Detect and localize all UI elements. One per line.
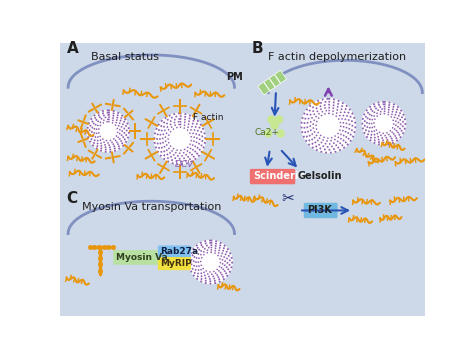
Text: DCV: DCV xyxy=(174,160,194,169)
Circle shape xyxy=(267,116,275,124)
Text: PI3K: PI3K xyxy=(307,205,332,215)
Text: A: A xyxy=(66,42,78,56)
Text: F actin depolymerization: F actin depolymerization xyxy=(268,51,407,61)
Circle shape xyxy=(275,116,283,124)
Text: C: C xyxy=(66,191,78,206)
Text: F actin: F actin xyxy=(193,113,223,122)
Circle shape xyxy=(277,130,284,137)
Text: ✂: ✂ xyxy=(281,191,294,206)
Circle shape xyxy=(155,114,205,164)
Circle shape xyxy=(271,122,278,130)
Circle shape xyxy=(301,99,356,153)
Text: MyRIP: MyRIP xyxy=(161,259,192,268)
Circle shape xyxy=(362,102,405,145)
Text: Myosin Va: Myosin Va xyxy=(116,253,168,262)
FancyBboxPatch shape xyxy=(304,203,337,218)
Circle shape xyxy=(264,130,272,137)
Text: Scinderin: Scinderin xyxy=(253,171,305,181)
Text: B: B xyxy=(251,42,263,56)
FancyBboxPatch shape xyxy=(250,169,295,184)
Text: Ca2+: Ca2+ xyxy=(255,128,279,137)
FancyBboxPatch shape xyxy=(258,71,286,95)
Circle shape xyxy=(189,240,232,284)
Text: Rab27a: Rab27a xyxy=(161,247,199,256)
Text: Myosin Va transportation: Myosin Va transportation xyxy=(82,202,221,212)
FancyBboxPatch shape xyxy=(158,257,191,270)
Text: Gelsolin: Gelsolin xyxy=(298,171,342,181)
FancyBboxPatch shape xyxy=(113,250,158,265)
Text: PM: PM xyxy=(226,72,243,82)
FancyBboxPatch shape xyxy=(158,246,191,258)
Circle shape xyxy=(87,110,129,152)
Text: Basal status: Basal status xyxy=(91,51,159,61)
